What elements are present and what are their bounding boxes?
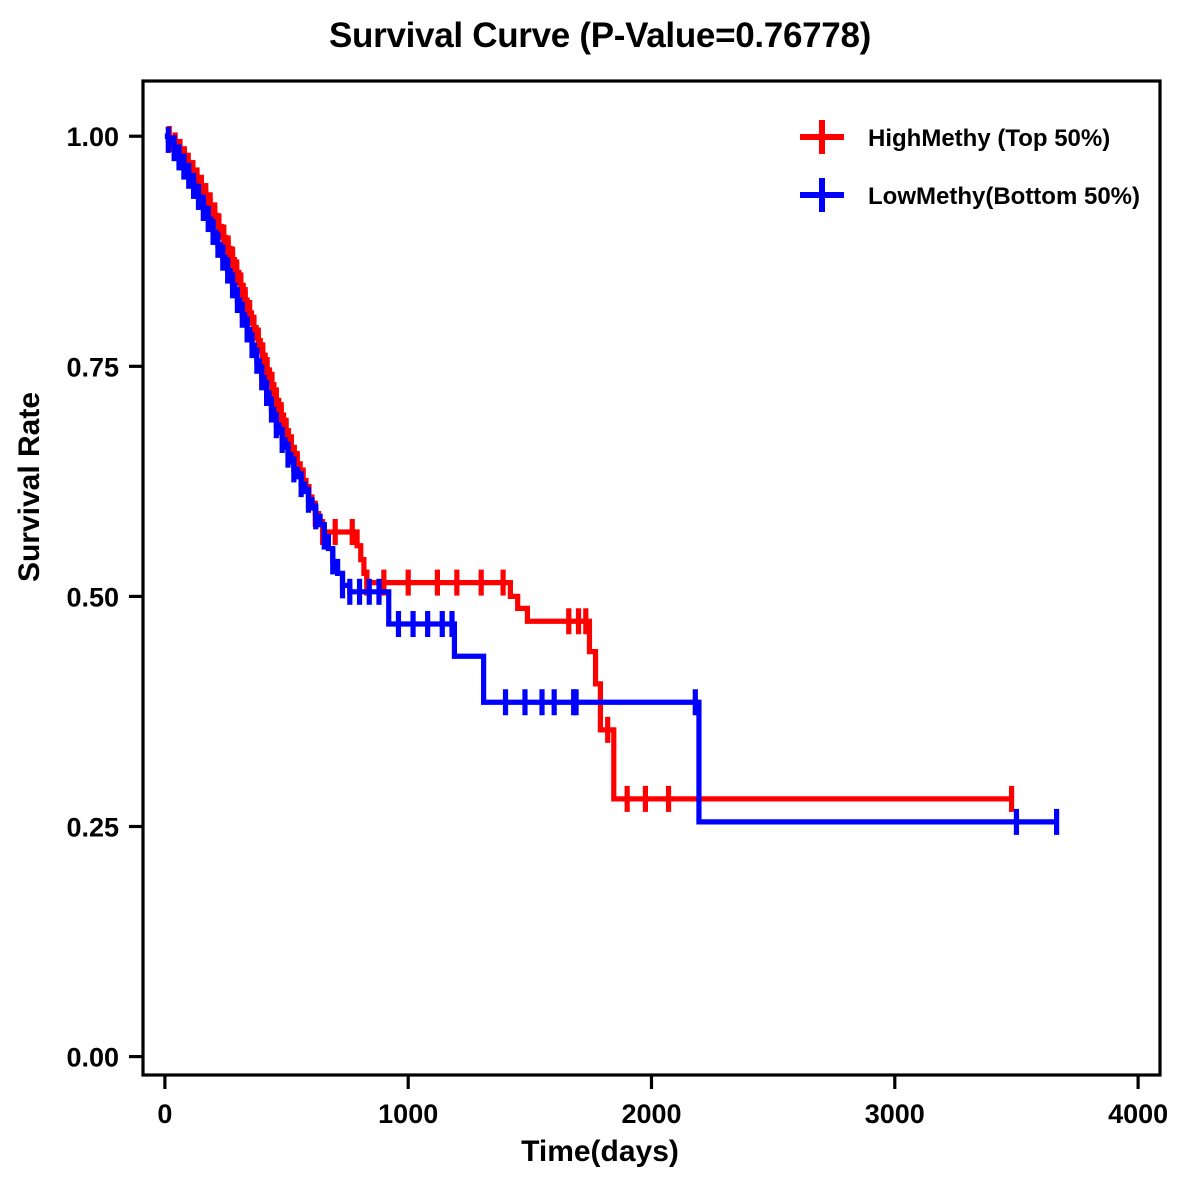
- x-tick-label: 1000: [378, 1099, 438, 1129]
- survival-curve-low: [164, 126, 1060, 835]
- legend-label: LowMethy(Bottom 50%): [868, 183, 1140, 210]
- legend-item[interactable]: LowMethy(Bottom 50%): [800, 178, 1140, 212]
- x-tick-label: 3000: [865, 1099, 925, 1129]
- legend-group: HighMethy (Top 50%) LowMethy(Bottom 50%): [800, 120, 1140, 212]
- x-tick-label: 4000: [1108, 1099, 1168, 1129]
- y-tick-label: 0.50: [66, 582, 119, 612]
- y-tick-label: 0.75: [66, 352, 119, 382]
- y-tick-label: 0.00: [66, 1043, 119, 1073]
- x-tick-label: 2000: [621, 1099, 681, 1129]
- y-tick-label: 0.25: [66, 813, 119, 843]
- legend-item[interactable]: HighMethy (Top 50%): [800, 120, 1110, 154]
- axes-group: 0 1000 2000 3000 4000 0.00 0.25 0.50 0.75 1.00: [66, 79, 1168, 1129]
- plot-frame: [141, 79, 1162, 1077]
- y-tick-label: 1.00: [66, 122, 119, 152]
- censor-marks: [165, 126, 1060, 835]
- chart-title: Survival Curve (P-Value=0.76778): [329, 16, 871, 55]
- x-axis-label: Time(days): [521, 1135, 679, 1168]
- series-group: [164, 125, 1060, 835]
- x-tick-label: 0: [157, 1099, 172, 1129]
- legend-label: HighMethy (Top 50%): [868, 125, 1110, 152]
